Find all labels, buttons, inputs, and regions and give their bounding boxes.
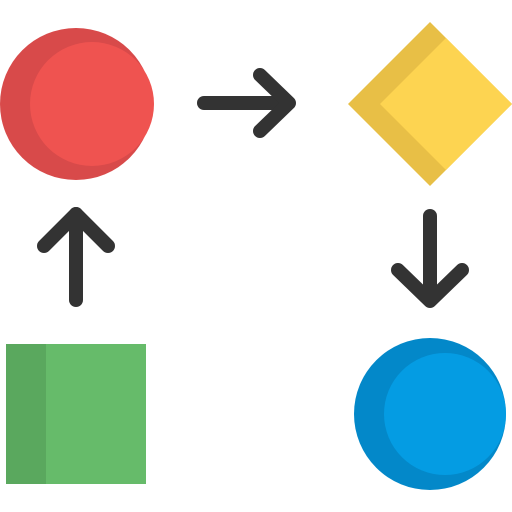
red-circle-icon	[0, 28, 154, 180]
node-process	[6, 344, 146, 484]
blue-circle-icon	[354, 338, 506, 490]
arrow-down-icon	[391, 209, 469, 308]
arrow-up-icon	[37, 207, 115, 307]
node-decision	[348, 22, 512, 186]
red-circle-face	[30, 42, 154, 166]
node-start	[0, 28, 154, 180]
green-square-face	[46, 344, 146, 484]
blue-circle-face	[384, 353, 506, 475]
yellow-diamond-icon	[348, 22, 512, 186]
arrow-right-icon	[197, 68, 296, 138]
node-end	[354, 338, 506, 490]
yellow-diamond-face	[380, 38, 512, 170]
green-square-icon	[6, 344, 146, 484]
